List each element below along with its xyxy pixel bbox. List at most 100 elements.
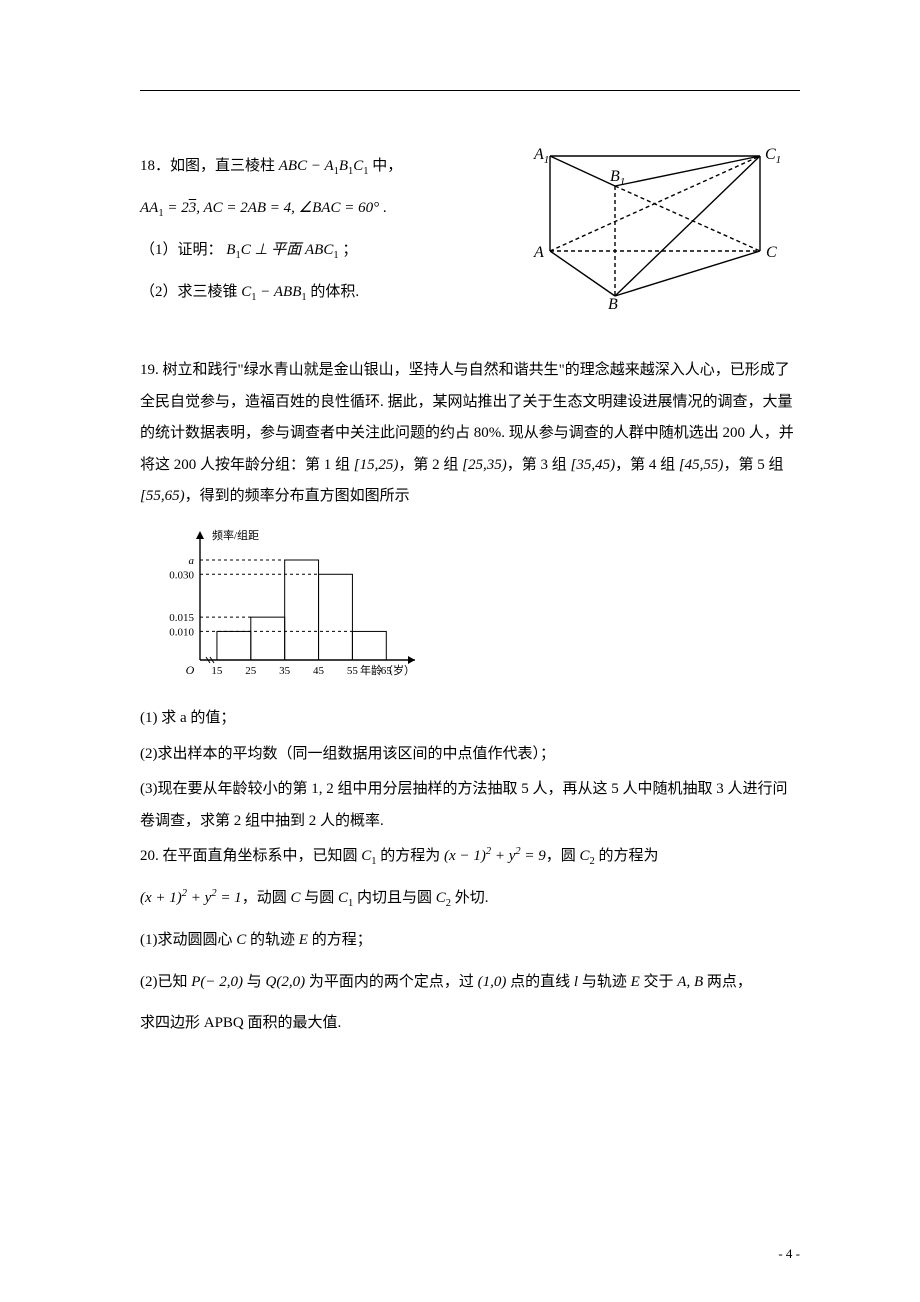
t: ，第 3 组 bbox=[507, 457, 571, 473]
m: E bbox=[631, 974, 640, 990]
m: P(− 2,0) bbox=[191, 974, 243, 990]
dot: . bbox=[383, 200, 387, 216]
svg-text:55: 55 bbox=[347, 665, 359, 677]
t: 外切. bbox=[451, 890, 489, 906]
q20-p2: (2)已知 P(− 2,0) 与 Q(2,0) 为平面内的两个定点，过 (1,0… bbox=[140, 967, 800, 999]
question-20: 20. 在平面直角坐标系中，已知圆 C1 的方程为 (x − 1)2 + y2 … bbox=[140, 841, 800, 1040]
m: C bbox=[290, 890, 300, 906]
t: C bbox=[241, 284, 251, 300]
m: C1 bbox=[361, 848, 376, 864]
t: 两点， bbox=[703, 974, 752, 990]
svg-text:0.015: 0.015 bbox=[169, 612, 194, 624]
q19-para: 19. 树立和践行"绿水青山就是金山银山，坚持人与自然和谐共生"的理念越来越深入… bbox=[140, 355, 800, 513]
m: C2 bbox=[580, 848, 595, 864]
t: 与轨迹 bbox=[578, 974, 631, 990]
q18-figure: A1 C1 B1 A C B bbox=[530, 141, 790, 311]
page-number: - 4 - bbox=[778, 1246, 800, 1262]
svg-text:C1: C1 bbox=[765, 146, 781, 166]
s: 1 bbox=[301, 292, 306, 303]
question-18: 18．如图，直三棱柱 ABC − A1B1C1 中， AA1 = 23, AC … bbox=[140, 151, 800, 331]
m: C1 bbox=[338, 890, 353, 906]
q20-p1: (1)求动圆圆心 C 的轨迹 E 的方程； bbox=[140, 925, 800, 957]
t: 点的直线 bbox=[506, 974, 574, 990]
t: C bbox=[580, 848, 590, 864]
svg-text:C: C bbox=[766, 244, 777, 261]
q19-p1: (1) 求 a 的值； bbox=[140, 703, 800, 735]
q18-intro-b: 中， bbox=[372, 158, 402, 174]
q20-p3: 求四边形 APBQ 面积的最大值. bbox=[140, 1008, 800, 1040]
t: (2)已知 bbox=[140, 974, 191, 990]
t: ，第 4 组 bbox=[615, 457, 679, 473]
t: = 2 bbox=[164, 200, 189, 216]
t: ，得到的频率分布直方图如图所示 bbox=[185, 488, 410, 504]
svg-text:25: 25 bbox=[245, 665, 257, 677]
t: (x − 1) bbox=[444, 848, 486, 864]
svg-text:频率/组距: 频率/组距 bbox=[212, 528, 259, 542]
g: [25,35) bbox=[462, 457, 507, 473]
q19-histogram: a0.0300.0150.010152535455565O频率/组距年龄（岁） bbox=[150, 525, 420, 685]
t: AC = 2AB = 4, ∠BAC = 60° bbox=[203, 200, 379, 216]
t: = 1 bbox=[217, 890, 242, 906]
t: − ABB bbox=[257, 284, 302, 300]
t: 与 bbox=[243, 974, 266, 990]
content: 18．如图，直三棱柱 ABC − A1B1C1 中， AA1 = 23, AC … bbox=[140, 151, 800, 1040]
m: (x + 1)2 + y2 = 1 bbox=[140, 890, 242, 906]
q19-p2: (2)求出样本的平均数（同一组数据用该区间的中点值作代表）； bbox=[140, 739, 800, 771]
m: C1 − ABB1 bbox=[241, 284, 310, 300]
m: E bbox=[299, 932, 308, 948]
t: (1) 求 a 的值； bbox=[140, 710, 235, 726]
t: （2）求三棱锥 bbox=[140, 284, 241, 300]
q20-l2: (x + 1)2 + y2 = 1，动圆 C 与圆 C1 内切且与圆 C2 外切… bbox=[140, 883, 800, 915]
t: = 9 bbox=[521, 848, 546, 864]
t: B bbox=[339, 158, 348, 174]
svg-text:A1: A1 bbox=[533, 146, 549, 166]
g: [55,65) bbox=[140, 488, 185, 504]
t: 为平面内的两个定点，过 bbox=[305, 974, 478, 990]
t: ，第 5 组 bbox=[723, 457, 783, 473]
t: + y bbox=[491, 848, 515, 864]
top-rule bbox=[140, 90, 800, 91]
t: 的体积. bbox=[310, 284, 359, 300]
q18-prism: ABC − A1B1C1 bbox=[279, 158, 373, 174]
t: C bbox=[436, 890, 446, 906]
t: (1)求动圆圆心 bbox=[140, 932, 236, 948]
svg-text:B: B bbox=[608, 296, 618, 311]
m: (1,0) bbox=[478, 974, 507, 990]
t: 20. 在平面直角坐标系中，已知圆 bbox=[140, 848, 361, 864]
t: C bbox=[338, 890, 348, 906]
svg-text:0.010: 0.010 bbox=[169, 626, 194, 638]
m: Q(2,0) bbox=[266, 974, 306, 990]
t: 的轨迹 bbox=[246, 932, 299, 948]
svg-text:45: 45 bbox=[313, 665, 325, 677]
s: 1 bbox=[363, 166, 368, 177]
q19-p3: (3)现在要从年龄较小的第 1, 2 组中用分层抽样的方法抽取 5 人，再从这 … bbox=[140, 774, 800, 837]
g: [15,25) bbox=[354, 457, 399, 473]
t: 的方程为 bbox=[377, 848, 445, 864]
t: ，第 2 组 bbox=[398, 457, 462, 473]
m: A, B bbox=[677, 974, 703, 990]
t: C bbox=[361, 848, 371, 864]
t: 的方程； bbox=[308, 932, 372, 948]
q18-p2: （2）求三棱锥 C1 − ABB1 的体积. bbox=[140, 277, 490, 309]
t: ； bbox=[342, 242, 357, 258]
t: ，动圆 bbox=[242, 890, 291, 906]
t: 交于 bbox=[640, 974, 678, 990]
t: C bbox=[353, 158, 363, 174]
q18-text: 18．如图，直三棱柱 ABC − A1B1C1 中， AA1 = 23, AC … bbox=[140, 151, 490, 309]
question-19: 19. 树立和践行"绿水青山就是金山银山，坚持人与自然和谐共生"的理念越来越深入… bbox=[140, 355, 800, 837]
q18-eq: AA1 = 23, AC = 2AB = 4, ∠BAC = 60° bbox=[140, 200, 383, 216]
svg-text:35: 35 bbox=[279, 665, 291, 677]
svg-text:0.030: 0.030 bbox=[169, 569, 194, 581]
g: [45,55) bbox=[679, 457, 724, 473]
svg-text:A: A bbox=[533, 244, 544, 261]
svg-text:年龄（岁）: 年龄（岁） bbox=[360, 663, 415, 677]
q20-l1: 20. 在平面直角坐标系中，已知圆 C1 的方程为 (x − 1)2 + y2 … bbox=[140, 841, 800, 873]
t: + y bbox=[187, 890, 211, 906]
t: ，圆 bbox=[546, 848, 580, 864]
svg-text:15: 15 bbox=[211, 665, 223, 677]
q18-line2: AA1 = 23, AC = 2AB = 4, ∠BAC = 60° . bbox=[140, 193, 490, 225]
t: 内切且与圆 bbox=[353, 890, 436, 906]
t: （1）证明： bbox=[140, 242, 223, 258]
q18-p1: （1）证明： B1C ⊥ 平面 ABC1 ； bbox=[140, 235, 490, 267]
g: [35,45) bbox=[570, 457, 615, 473]
